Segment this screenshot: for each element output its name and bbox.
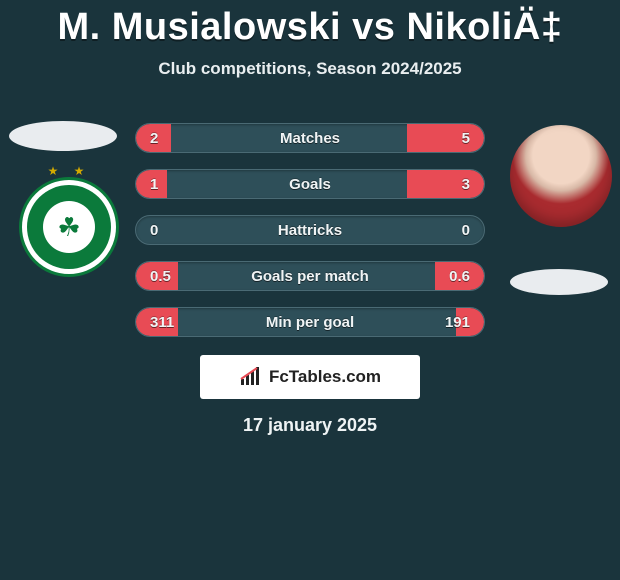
branding-badge: FcTables.com — [200, 355, 420, 399]
left-avatar-placeholder — [9, 121, 117, 151]
metric-label: Min per goal — [136, 308, 484, 337]
stat-row: 0Hattricks0 — [135, 215, 485, 245]
stat-row: 0.5Goals per match0.6 — [135, 261, 485, 291]
metric-label: Goals — [136, 170, 484, 199]
branding-text: FcTables.com — [269, 367, 381, 387]
stat-row: 1Goals3 — [135, 169, 485, 199]
right-value: 5 — [462, 124, 470, 153]
shamrock-icon: ☘ — [43, 201, 95, 253]
stats-rows: 2Matches5 1Goals3 0Hattricks0 0.5Goals per … — [135, 123, 485, 353]
crest-stars-icon: ★ ★ — [22, 164, 116, 178]
bar-chart-icon — [239, 367, 263, 387]
right-value: 3 — [462, 170, 470, 199]
comparison-title: M. Musialowski vs NikoliÄ‡ — [0, 0, 620, 49]
right-value: 191 — [445, 308, 470, 337]
stat-row: 311Min per goal191 — [135, 307, 485, 337]
right-value: 0 — [462, 216, 470, 245]
metric-label: Hattricks — [136, 216, 484, 245]
left-club-crest: ★ ★ ☘ — [19, 177, 119, 277]
right-club-placeholder — [510, 269, 608, 295]
snapshot-date: 17 january 2025 — [0, 415, 620, 436]
metric-label: Matches — [136, 124, 484, 153]
right-player-photo — [510, 125, 612, 227]
metric-label: Goals per match — [136, 262, 484, 291]
stat-row: 2Matches5 — [135, 123, 485, 153]
right-value: 0.6 — [449, 262, 470, 291]
comparison-subtitle: Club competitions, Season 2024/2025 — [0, 59, 620, 79]
